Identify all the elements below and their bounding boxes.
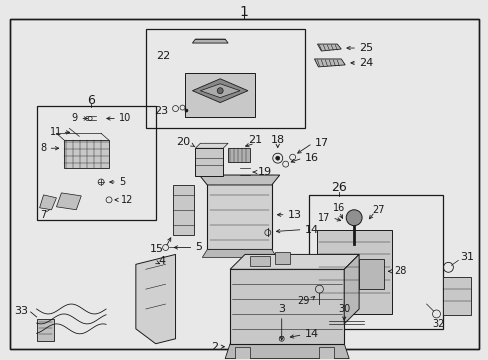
- Text: 20: 20: [176, 137, 190, 147]
- Polygon shape: [192, 39, 228, 43]
- Text: 29: 29: [297, 296, 309, 306]
- Text: 9: 9: [71, 113, 77, 123]
- Polygon shape: [230, 255, 358, 269]
- Polygon shape: [344, 255, 358, 324]
- Text: 5: 5: [119, 177, 125, 187]
- Text: 16: 16: [304, 153, 318, 163]
- Text: 10: 10: [119, 113, 131, 123]
- Bar: [235, 347, 249, 359]
- Bar: [319, 347, 334, 359]
- Text: 2: 2: [211, 342, 218, 352]
- Text: 7: 7: [41, 210, 46, 220]
- Text: 1: 1: [239, 5, 248, 19]
- Polygon shape: [224, 344, 348, 359]
- Text: 23: 23: [153, 105, 167, 116]
- Text: 11: 11: [50, 127, 62, 138]
- Bar: [358, 260, 383, 289]
- Text: 6: 6: [87, 94, 95, 107]
- Polygon shape: [192, 79, 247, 103]
- Bar: [64, 140, 109, 168]
- Text: 24: 24: [358, 58, 373, 68]
- Polygon shape: [202, 249, 276, 257]
- Polygon shape: [317, 44, 341, 51]
- Polygon shape: [56, 193, 81, 210]
- Text: 19: 19: [257, 167, 271, 177]
- Text: 27: 27: [372, 205, 385, 215]
- Bar: [274, 252, 289, 264]
- Text: 4: 4: [158, 256, 165, 266]
- Circle shape: [346, 210, 361, 226]
- Bar: [309, 195, 443, 329]
- Bar: [207, 175, 271, 249]
- Text: 33: 33: [15, 306, 29, 316]
- Bar: [37, 319, 54, 341]
- Text: 14: 14: [304, 329, 318, 339]
- Bar: [37, 105, 155, 220]
- Bar: [195, 148, 223, 176]
- Text: 21: 21: [247, 135, 262, 145]
- Text: 15: 15: [149, 244, 163, 255]
- Text: 12: 12: [121, 195, 133, 205]
- Text: 17: 17: [318, 213, 330, 223]
- Bar: [443, 277, 470, 315]
- Text: 31: 31: [459, 252, 473, 262]
- Text: 5: 5: [195, 243, 202, 252]
- Text: 26: 26: [331, 181, 346, 194]
- Circle shape: [217, 88, 223, 94]
- Polygon shape: [199, 175, 279, 185]
- Bar: [249, 256, 269, 266]
- Text: 18: 18: [270, 135, 284, 145]
- Text: 22: 22: [155, 51, 170, 61]
- Bar: [228, 148, 249, 162]
- Polygon shape: [136, 255, 175, 344]
- Circle shape: [184, 109, 187, 112]
- Polygon shape: [40, 195, 56, 210]
- Text: 30: 30: [337, 304, 349, 314]
- Bar: [145, 29, 304, 129]
- Bar: [230, 269, 344, 344]
- Polygon shape: [314, 59, 345, 67]
- Text: 16: 16: [332, 203, 345, 213]
- Circle shape: [275, 156, 279, 160]
- Text: 17: 17: [314, 138, 328, 148]
- Text: 32: 32: [431, 319, 444, 329]
- Text: 8: 8: [41, 143, 46, 153]
- Bar: [185, 73, 254, 117]
- Text: 25: 25: [358, 43, 372, 53]
- Text: 13: 13: [287, 210, 301, 220]
- Bar: [172, 185, 194, 235]
- Text: 28: 28: [393, 266, 406, 276]
- Text: 14: 14: [304, 225, 318, 235]
- Polygon shape: [200, 84, 240, 98]
- Bar: [317, 230, 391, 314]
- Text: 3: 3: [278, 304, 285, 314]
- Polygon shape: [195, 143, 228, 148]
